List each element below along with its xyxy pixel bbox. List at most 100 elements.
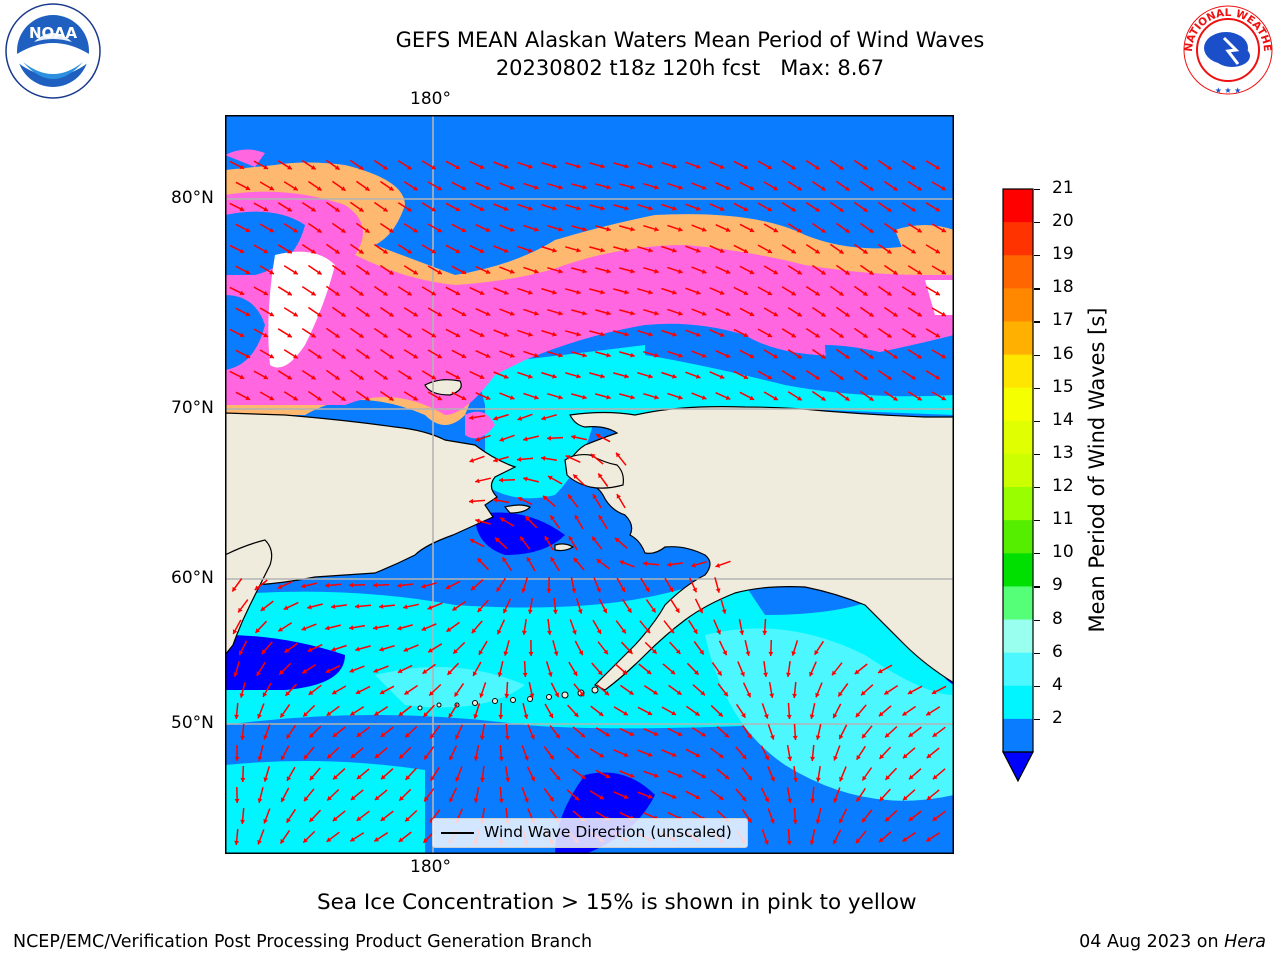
wind-wave-arrowhead	[786, 714, 792, 719]
wind-wave-arrowhead	[263, 777, 269, 782]
wind-wave-arrowhead	[331, 604, 336, 609]
wind-wave-arrowhead	[479, 693, 484, 698]
wind-wave-arrowhead	[555, 733, 560, 739]
colorbar-segment	[1003, 619, 1033, 654]
wind-wave-arrowhead	[592, 536, 597, 542]
wind-wave-arrowhead	[580, 732, 585, 738]
wind-wave-arrowhead	[926, 795, 932, 801]
wind-wave-arrowhead	[485, 227, 491, 232]
wind-wave-arrowhead	[327, 753, 332, 759]
wind-wave-arrowhead	[724, 774, 730, 779]
wind-wave-arrowhead	[719, 332, 725, 337]
wind-wave-arrowhead	[678, 394, 683, 400]
wind-wave-arrowhead	[578, 650, 584, 656]
wind-wave-arrowhead	[257, 713, 262, 719]
wind-wave-arrowhead	[355, 646, 360, 652]
wind-wave-arrowhead	[741, 712, 746, 718]
colorbar-tick-mark	[1034, 487, 1040, 489]
nws-logo: NATIONAL WEATHER SERVICE ★ ★ ★	[1174, 0, 1278, 98]
wind-wave-arrowhead	[485, 311, 491, 316]
wind-wave-arrowhead	[269, 269, 274, 275]
wind-wave-arrowhead	[382, 165, 388, 170]
wind-wave-arrowhead	[549, 754, 554, 760]
wind-wave-arrowhead	[325, 582, 330, 588]
wind-wave-arrowhead	[763, 714, 769, 719]
wind-wave-arrowhead	[503, 290, 509, 295]
wind-wave-arrowhead	[388, 354, 394, 359]
wind-wave-arrowhead	[555, 775, 561, 781]
wind-wave-arrowhead	[558, 310, 563, 316]
wind-wave-arrowhead	[678, 226, 683, 232]
wind-wave-arrowhead	[630, 184, 635, 190]
wind-wave-arrowhead	[814, 291, 820, 296]
wind-wave-arrowhead	[497, 629, 502, 635]
wind-wave-arrowhead	[232, 586, 237, 592]
colorbar-tick-label: 10	[1052, 542, 1074, 563]
wind-wave-arrowhead	[767, 164, 772, 170]
wind-wave-arrowhead	[814, 650, 819, 655]
wind-wave-arrowhead	[477, 607, 483, 612]
wind-wave-arrowhead	[307, 604, 312, 610]
wind-wave-arrowhead	[700, 690, 705, 696]
wind-wave-arrowhead	[461, 227, 467, 232]
wind-wave-arrowhead	[653, 690, 658, 695]
wind-wave-arrowhead	[844, 354, 850, 359]
wind-wave-arrowhead	[695, 206, 701, 211]
wind-wave-arrowhead	[558, 394, 563, 400]
wind-wave-arrowhead	[431, 290, 436, 296]
wind-wave-arrowhead	[430, 733, 435, 739]
wind-wave-arrowhead	[505, 777, 511, 782]
wind-wave-arrowhead	[260, 606, 266, 611]
wind-wave-arrowhead	[747, 817, 752, 823]
wind-wave-arrowhead	[413, 354, 418, 359]
wind-wave-arrowhead	[695, 248, 701, 253]
chart-title: GEFS MEAN Alaskan Waters Mean Period of …	[395, 28, 985, 52]
wind-wave-arrowhead	[452, 606, 458, 611]
wind-wave-arrowhead	[254, 585, 260, 590]
wind-wave-arrowhead	[269, 353, 274, 359]
wind-wave-arrowhead	[721, 609, 727, 614]
wind-wave-arrowhead	[232, 629, 238, 634]
wind-wave-arrowhead	[293, 312, 298, 317]
wind-wave-arrowhead	[332, 689, 337, 695]
wind-wave-arrowhead	[413, 228, 418, 233]
wind-wave-arrowhead	[879, 754, 885, 759]
wind-wave-arrowhead	[280, 797, 286, 803]
wind-wave-arrowhead	[718, 753, 724, 758]
wind-wave-arrowhead	[573, 474, 578, 479]
wind-wave-arrowhead	[767, 374, 772, 380]
wind-wave-arrowhead	[622, 669, 627, 675]
wind-wave-arrowhead	[580, 774, 586, 779]
colorbar-tick-label: 12	[1052, 476, 1074, 497]
wind-wave-arrowhead	[287, 165, 292, 170]
colorbar-tick-mark	[1034, 189, 1040, 191]
wind-wave-arrowhead	[719, 248, 725, 253]
wind-wave-arrowhead	[455, 776, 460, 782]
colorbar-tick-mark	[1034, 619, 1040, 621]
wind-wave-arrowhead	[797, 228, 802, 233]
wind-wave-arrowhead	[598, 711, 604, 716]
wind-wave-arrowhead	[558, 226, 563, 232]
wind-wave-arrowhead	[529, 693, 535, 698]
wind-wave-arrowhead	[623, 710, 628, 716]
wind-wave-arrowhead	[445, 584, 451, 590]
wind-wave-arrowhead	[279, 670, 284, 675]
wind-wave-arrowhead	[493, 415, 498, 421]
colorbar-tick-label: 21	[1052, 178, 1074, 198]
wind-wave-arrowhead	[449, 755, 454, 761]
wind-wave-arrowhead	[407, 165, 412, 170]
wind-wave-arrowhead	[582, 352, 587, 358]
wind-wave-arrowhead	[424, 754, 429, 760]
wind-wave-arrowhead	[745, 651, 751, 656]
legend-label: Wind Wave Direction (unscaled)	[484, 823, 732, 841]
wind-wave-arrowhead	[838, 207, 844, 212]
wind-wave-arrowhead	[554, 692, 559, 698]
wind-wave-arrowhead	[504, 735, 510, 740]
wind-wave-arrowhead	[717, 670, 722, 676]
wind-wave-arrowhead	[493, 457, 498, 463]
wind-wave-arrowhead	[902, 711, 908, 716]
wind-wave-arrowhead	[552, 163, 557, 169]
wind-wave-arrowhead	[530, 776, 535, 782]
wind-wave-arrowhead	[815, 819, 821, 824]
wind-wave-arrowhead	[606, 226, 611, 232]
